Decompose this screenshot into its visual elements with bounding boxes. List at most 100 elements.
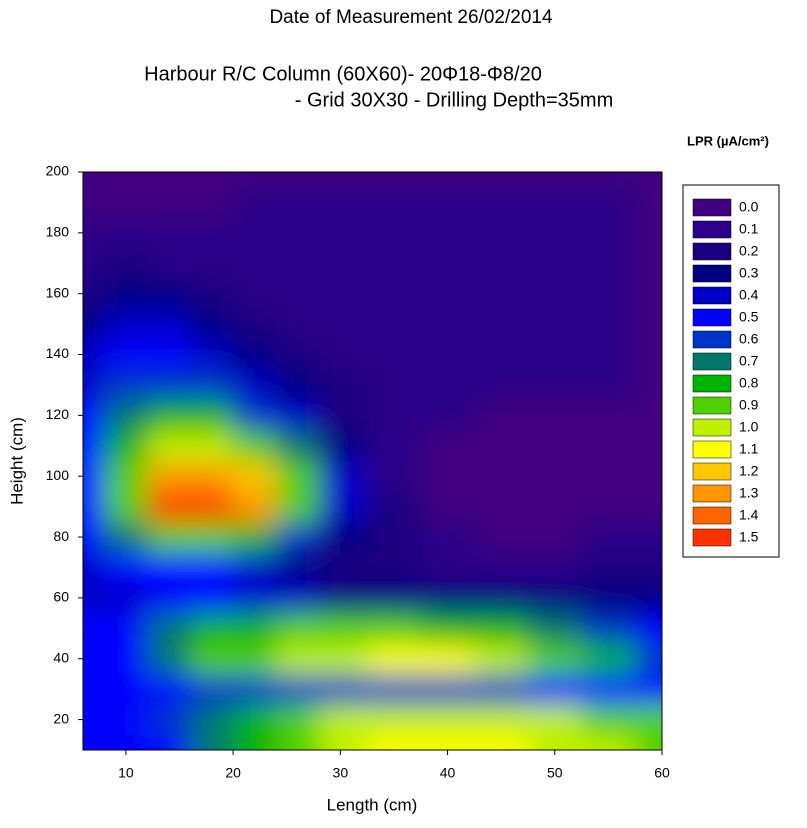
contour-cell [233,339,277,371]
contour-cell [318,172,368,188]
contour-cell [318,217,368,249]
contour-cell [147,734,191,750]
chart-subtitle: Harbour R/C Column (60X60)- 20Φ18-Φ8/20 [144,63,542,85]
contour-cell [190,278,234,310]
contour-cell [104,172,148,188]
contour-cell [233,430,277,462]
contour-cell [104,187,148,219]
contour-cell [233,308,277,340]
contour-cell [635,278,662,310]
contour-cell [276,187,320,219]
contour-cell [581,673,636,705]
contour-cell [527,248,583,279]
contour-cell [367,400,422,432]
contour-cell [635,172,662,188]
contour-cell [233,248,277,279]
contour-cell [635,248,662,279]
contour-cell [147,172,191,188]
contour-cell [527,369,583,401]
contour-cell [635,643,662,675]
contour-cell [581,643,636,675]
contour-cell [147,430,191,462]
contour-cell [104,461,148,492]
contour-cell [420,278,475,310]
y-tick-label: 180 [46,224,70,240]
contour-cell [233,734,277,750]
contour-cell [147,552,191,584]
contour-cell [104,217,148,249]
contour-cell [367,248,422,279]
contour-cell [527,521,583,553]
contour-cell [367,673,422,705]
contour-cell [527,339,583,371]
contour-cell [83,734,105,750]
legend-swatch [692,418,732,437]
contour-cell [233,704,277,736]
contour-cell [367,339,422,371]
y-axis-label: Height (cm) [7,417,26,505]
contour-cell [190,734,234,750]
contour-cell [581,339,636,371]
contour-cell [527,704,583,736]
legend-label: 0.8 [739,375,759,391]
x-tick-label: 60 [654,765,670,781]
legend-title: LPR (µA/cm²) [687,133,769,148]
contour-cell [276,673,320,705]
contour-cell [635,461,662,492]
contour-cell [190,217,234,249]
contour-cell [83,339,105,371]
contour-cell [581,430,636,462]
contour-cell [581,521,636,553]
legend-swatch [692,506,732,525]
contour-cell [635,187,662,219]
contour-cell [233,400,277,432]
contour-cell [581,248,636,279]
contour-cell [420,673,475,705]
contour-cell [635,308,662,340]
contour-cell [190,461,234,492]
y-tick-label: 160 [46,284,70,300]
contour-cell [474,187,529,219]
contour-cell [190,673,234,705]
contour-cell [420,552,475,584]
contour-cell [104,339,148,371]
contour-cell [190,582,234,614]
contour-cell [527,673,583,705]
contour-cell [527,430,583,462]
contour-cell [474,582,529,614]
contour-cell [474,613,529,645]
contour-cell [233,278,277,310]
contour-cell [367,369,422,401]
contour-cell [104,582,148,614]
contour-cell [367,704,422,736]
contour-cell [147,339,191,371]
contour-cell [318,187,368,219]
legend-swatch [692,330,732,349]
contour-cell [635,734,662,750]
contour-cell [104,430,148,462]
y-tick-label: 200 [46,163,70,179]
contour-cell [420,339,475,371]
contour-cell [474,461,529,492]
contour-cell [190,491,234,523]
legend-swatch [692,220,732,239]
contour-cell [233,673,277,705]
contour-cell [581,369,636,401]
plot-area [83,172,662,750]
contour-cell [147,278,191,310]
contour-cell [83,217,105,249]
legend-label: 1.3 [739,485,759,501]
y-tick-label: 140 [46,345,70,361]
chart-title: Date of Measurement 26/02/2014 [269,7,553,28]
contour-cell [527,734,583,750]
contour-cell [367,172,422,188]
x-axis-label: Length (cm) [327,795,418,814]
legend-label: 0.5 [739,309,759,325]
contour-cell [276,704,320,736]
contour-cell [276,521,320,553]
contour-cell [276,278,320,310]
contour-cell [104,248,148,279]
contour-cell [474,248,529,279]
contour-cell [190,430,234,462]
